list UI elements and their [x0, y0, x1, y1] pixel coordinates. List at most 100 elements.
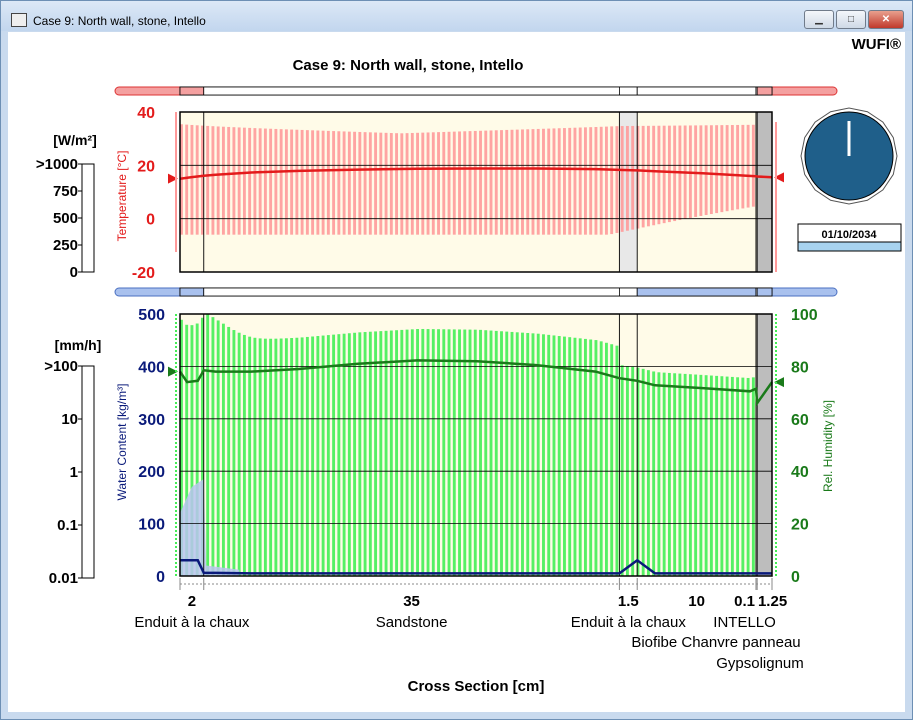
- humidity-band-column: [578, 338, 582, 576]
- layer-name-label: INTELLO: [713, 614, 776, 631]
- humidity-band-column: [468, 329, 472, 576]
- strip-layer-segment: [756, 287, 773, 297]
- humidity-band-column: [568, 337, 572, 576]
- humidity-band-column: [421, 328, 425, 576]
- humidity-band-column: [599, 341, 603, 576]
- humidity-band-column: [384, 330, 388, 576]
- rain-bar: [81, 365, 95, 579]
- temperature-band-column: [526, 129, 530, 235]
- humidity-tick-label: 100: [791, 307, 818, 324]
- humidity-band-column: [410, 329, 414, 576]
- humidity-band-column: [216, 320, 220, 576]
- humidity-band-column: [536, 333, 540, 576]
- humidity-range-band: [180, 314, 755, 576]
- temperature-band-column: [279, 129, 283, 235]
- layer-name-label: Enduit à la chaux: [571, 614, 687, 631]
- temperature-band-column: [667, 125, 671, 223]
- temperature-band-column: [715, 125, 719, 214]
- strip-layer-segment: [179, 287, 205, 297]
- humidity-band-column: [636, 367, 640, 576]
- temperature-band-column: [321, 130, 325, 235]
- temperature-band-column: [232, 127, 236, 235]
- humidity-band-column: [195, 323, 199, 576]
- rain-scale: [mm/h] >100 10 1 0.1 0.01: [44, 337, 101, 587]
- time-clock[interactable]: [800, 107, 898, 205]
- temperature-band-column: [720, 125, 724, 213]
- humidity-band-column: [683, 373, 687, 576]
- humidity-band-column: [736, 377, 740, 576]
- temperature-band-column: [295, 129, 299, 235]
- client-area: WUFI® Case 9: North wall, stone, Intello…: [8, 32, 905, 712]
- humidity-band-column: [500, 331, 503, 576]
- temperature-tick-label: 40: [137, 105, 155, 122]
- humidity-band-column: [337, 334, 341, 576]
- humidity-band-column: [458, 329, 461, 576]
- moisture-layer-strip[interactable]: [114, 287, 838, 297]
- temperature-band-column: [662, 125, 666, 224]
- temperature-band-column: [452, 131, 456, 235]
- humidity-band-column: [242, 334, 246, 576]
- strip-layer-segment: [618, 86, 638, 96]
- heat-flux-unit-label: [W/m²]: [53, 132, 97, 148]
- temperature-band-column: [442, 131, 446, 235]
- humidity-band-column: [620, 365, 624, 576]
- temperature-band-column: [604, 126, 608, 235]
- temperature-band-column: [300, 129, 304, 235]
- layer-fill-gypsolignum: [757, 314, 772, 576]
- humidity-band-column: [494, 330, 498, 576]
- minimize-button[interactable]: ▁: [804, 10, 834, 29]
- humidity-band-column: [321, 335, 325, 576]
- humidity-band-column: [547, 334, 551, 576]
- temperature-band-column: [227, 126, 231, 235]
- temperature-band-column: [332, 131, 336, 235]
- temperature-series: [168, 112, 784, 272]
- humidity-tick-label: 40: [791, 464, 809, 481]
- layer-name-label: Enduit à la chaux: [134, 614, 250, 631]
- temperature-band-column: [185, 124, 189, 235]
- humidity-band-column: [741, 377, 745, 576]
- humidity-band-column: [305, 336, 309, 576]
- cross-section-label: Cross Section [cm]: [408, 678, 545, 695]
- humidity-band-column: [484, 330, 488, 576]
- humidity-band-column: [395, 330, 399, 576]
- heat-flux-ticks: >1000 750 500 250 0: [36, 156, 82, 281]
- humidity-band-column: [326, 335, 330, 576]
- water-content-tick-label: 100: [138, 517, 165, 534]
- strip-layer-segment: [636, 287, 757, 297]
- temperature-band-column: [269, 128, 273, 235]
- temperature-band-column: [284, 129, 288, 235]
- temperature-band-column: [311, 130, 315, 235]
- strip-layer-segment: [636, 86, 757, 96]
- humidity-band-column: [368, 331, 372, 576]
- title-bar[interactable]: Case 9: North wall, stone, Intello ▁ □ ✕: [1, 1, 912, 31]
- temperature-layer-strip[interactable]: [114, 86, 838, 96]
- humidity-band-column: [709, 375, 713, 576]
- rain-ticks: >100 10 1 0.1 0.01: [44, 358, 82, 587]
- chart-title: Case 9: North wall, stone, Intello: [293, 57, 524, 74]
- humidity-band-column: [589, 339, 593, 576]
- humidity-band-column: [363, 332, 367, 576]
- humidity-axis-label: Rel. Humidity [%]: [821, 400, 835, 492]
- humidity-band-column: [221, 323, 225, 576]
- app-icon[interactable]: [11, 13, 27, 27]
- temperature-tick-label: 20: [137, 158, 155, 175]
- rain-tick-label: 1: [70, 464, 78, 481]
- humidity-band-column: [652, 371, 656, 576]
- temperature-band-column: [416, 132, 419, 235]
- layer-thickness-label: 2: [188, 593, 196, 610]
- humidity-band-column: [400, 329, 404, 576]
- close-button[interactable]: ✕: [868, 10, 904, 29]
- temperature-band-column: [216, 126, 220, 235]
- humidity-band-column: [657, 372, 661, 576]
- humidity-band-column: [269, 338, 273, 576]
- temperature-band-column: [521, 129, 524, 235]
- humidity-band-column: [479, 329, 482, 576]
- temperature-band-column: [258, 128, 262, 235]
- temperature-band-column: [730, 125, 734, 211]
- maximize-button[interactable]: □: [836, 10, 866, 29]
- humidity-band-column: [416, 329, 419, 576]
- temperature-band-column: [274, 128, 278, 235]
- temperature-band-column: [195, 125, 199, 235]
- temperature-band-column: [374, 132, 378, 235]
- progress-bar[interactable]: [797, 241, 902, 252]
